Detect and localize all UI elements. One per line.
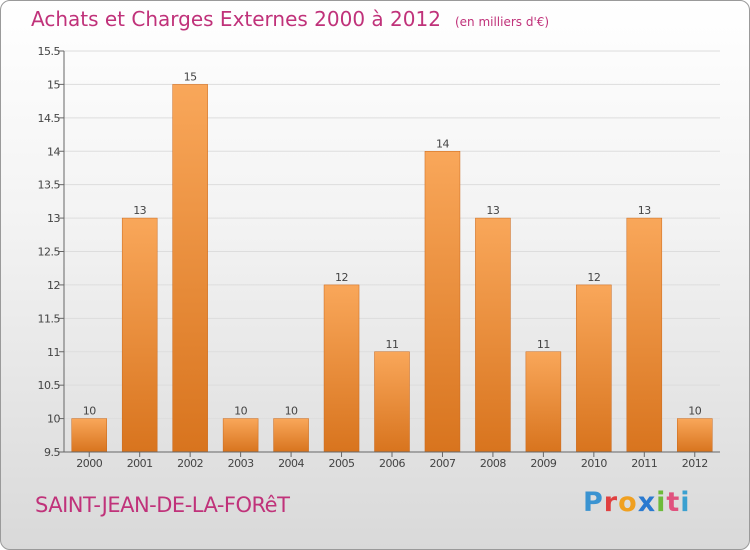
proxiti-logo[interactable]: Proxiti — [583, 487, 691, 518]
x-tick-label: 2012 — [682, 457, 708, 470]
logo-letter: o — [618, 487, 638, 518]
bar — [424, 151, 461, 453]
logo-letter: i — [656, 487, 667, 518]
x-tick-label: 2009 — [530, 457, 556, 470]
bar — [626, 217, 663, 453]
x-tick-label: 2003 — [228, 457, 254, 470]
y-tick-label: 14 — [47, 145, 60, 158]
data-label: 13 — [638, 204, 651, 217]
x-tick-label: 2001 — [127, 457, 153, 470]
bar — [71, 418, 107, 453]
chart-title: Achats et Charges Externes 2000 à 2012 (e… — [31, 7, 549, 31]
logo-letter: i — [680, 487, 691, 518]
bar — [677, 418, 713, 453]
x-tick-label: 2000 — [76, 457, 102, 470]
data-label: 14 — [436, 137, 449, 150]
bar — [222, 418, 259, 453]
commune-name: SAINT-JEAN-DE-LA-FORêT — [35, 493, 290, 517]
x-tick-label: 2005 — [329, 457, 355, 470]
y-tick-label: 13.5 — [38, 179, 61, 192]
data-label: 12 — [335, 271, 348, 284]
data-label: 12 — [587, 271, 600, 284]
data-label: 15 — [184, 70, 197, 83]
y-tick-label: 14.5 — [38, 112, 61, 125]
bar — [323, 284, 360, 453]
y-tick-label: 12 — [47, 279, 60, 292]
y-tick-label: 11.5 — [38, 312, 61, 325]
bar — [576, 284, 612, 453]
y-tick-label: 9.5 — [44, 446, 60, 459]
x-tick-label: 2008 — [480, 457, 506, 470]
bar — [121, 217, 158, 453]
x-tick-label: 2011 — [631, 457, 657, 470]
logo-letter: x — [637, 487, 657, 518]
y-tick-label: 10.5 — [38, 379, 61, 392]
data-label: 10 — [234, 405, 247, 418]
data-label: 10 — [688, 405, 701, 418]
bar — [273, 418, 309, 453]
x-tick-label: 2006 — [379, 457, 405, 470]
y-tick-label: 12.5 — [38, 246, 61, 259]
data-label: 11 — [537, 338, 550, 351]
x-tick-label: 2004 — [278, 457, 304, 470]
x-tick-label: 2007 — [429, 457, 455, 470]
x-tick-label: 2002 — [177, 457, 203, 470]
y-tick-label: 11 — [47, 346, 60, 359]
logo-letter: r — [603, 487, 619, 518]
bar — [172, 84, 208, 453]
title-unit: (en milliers d'€) — [454, 15, 550, 29]
y-tick-label: 10 — [47, 413, 60, 426]
y-tick-label: 15.5 — [38, 45, 61, 58]
title-text: Achats et Charges Externes 2000 à 2012 — [31, 7, 441, 31]
bar — [374, 351, 410, 453]
data-label: 13 — [486, 204, 499, 217]
y-tick-label: 15 — [47, 78, 60, 91]
x-tick-label: 2010 — [581, 457, 607, 470]
bar — [475, 217, 511, 453]
y-tick-label: 13 — [47, 212, 60, 225]
logo-letter: P — [583, 487, 604, 518]
data-label: 11 — [386, 338, 399, 351]
data-label: 13 — [133, 204, 146, 217]
bar — [525, 351, 562, 453]
data-label: 10 — [285, 405, 298, 418]
logo-letter: t — [666, 487, 681, 518]
data-label: 10 — [83, 405, 96, 418]
